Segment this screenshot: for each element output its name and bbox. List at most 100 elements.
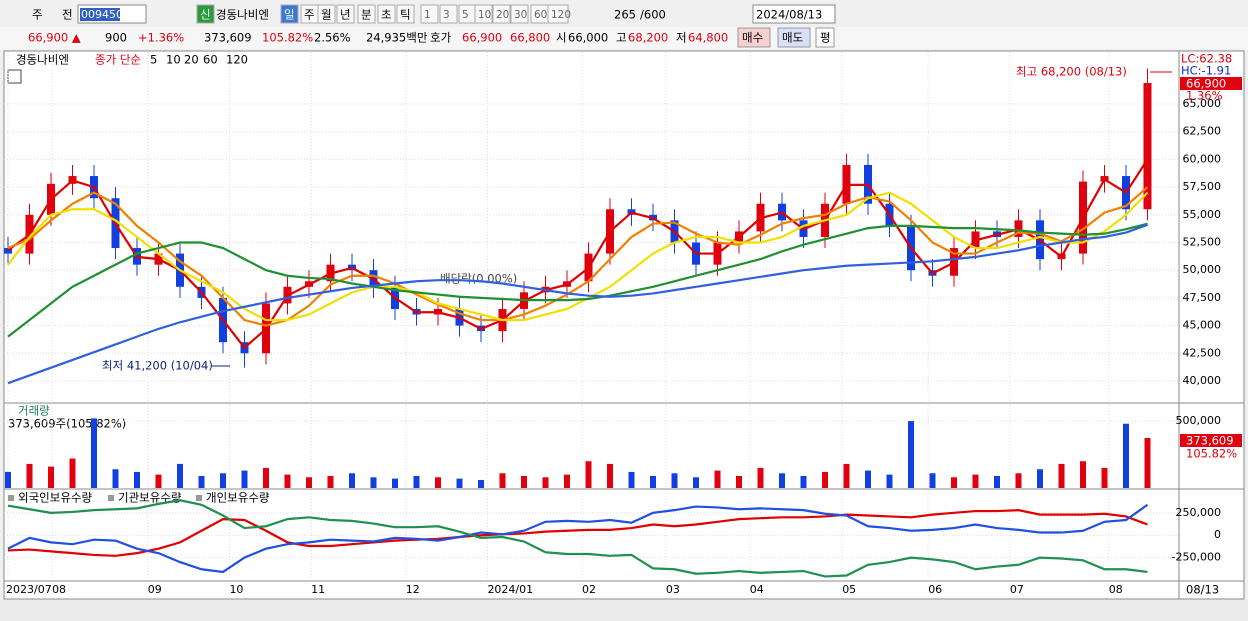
y-tick-label: 62,500	[1183, 125, 1222, 138]
toolbar-item[interactable]: 주	[304, 8, 315, 22]
volume-bar	[327, 475, 334, 488]
toolbar-button[interactable]	[547, 4, 569, 24]
volume-bar	[693, 477, 699, 488]
volume-bar	[521, 475, 527, 488]
grid-icon[interactable]	[7, 69, 22, 84]
toolbar-button[interactable]	[357, 4, 376, 24]
volume-bar	[972, 474, 979, 488]
volume-bar	[198, 475, 205, 488]
x-tick-label: 04	[750, 583, 764, 596]
toolbar-item[interactable]: 년	[340, 8, 351, 22]
volume-bar	[349, 473, 355, 488]
toolbar-item[interactable]: 30	[514, 9, 527, 21]
quote-item[interactable]: 매수	[742, 31, 763, 45]
toolbar-item: /600	[640, 8, 666, 22]
toolbar-button[interactable]	[492, 4, 511, 24]
toolbar-item[interactable]: 1	[424, 9, 431, 21]
y-tick-label: 250,000	[1176, 506, 1222, 519]
toolbar-item[interactable]: 전	[62, 8, 73, 22]
volume-bar	[822, 471, 828, 488]
volume-bar	[155, 474, 162, 488]
toolbar-button[interactable]	[439, 4, 458, 24]
volume-bar	[48, 466, 54, 488]
toolbar-item[interactable]: 120	[551, 9, 571, 21]
moving-average-line	[7, 223, 1148, 385]
x-tick-label: 10	[229, 583, 243, 596]
scrollbar[interactable]	[0, 600, 1248, 621]
quote-item: 373,609	[204, 31, 252, 45]
quote-item: 24,935백만	[366, 31, 428, 45]
x-tick-label: 11	[311, 583, 325, 596]
toolbar-button[interactable]	[420, 4, 439, 24]
toolbar-button[interactable]	[510, 4, 529, 24]
ma-type: 종가 단순	[95, 53, 141, 67]
toolbar-button[interactable]	[280, 4, 299, 24]
x-tick-label: 02	[582, 583, 596, 596]
toolbar-item: 265	[614, 8, 636, 22]
toolbar-button[interactable]	[396, 4, 415, 24]
y-tick-label: 55,000	[1183, 208, 1222, 221]
y-tick-label: 50,000	[1183, 263, 1222, 276]
toolbar-button[interactable]	[336, 4, 355, 24]
quote-item[interactable]: 매도	[782, 31, 803, 45]
last-date: 08/13	[1186, 583, 1219, 597]
last-volume: 373,609	[1186, 434, 1234, 448]
toolbar-item[interactable]: 틱	[400, 8, 411, 22]
y-tick-label: 52,500	[1183, 236, 1222, 249]
x-tick-label: 03	[666, 583, 680, 596]
volume-bar	[1015, 473, 1022, 488]
legend-entry: 기관보유수량	[118, 491, 182, 505]
toolbar-item[interactable]: 월	[321, 8, 332, 22]
legend-entry: 20	[184, 53, 199, 67]
toolbar-item: 경동나비엔	[216, 8, 269, 22]
order-button[interactable]	[815, 27, 835, 48]
toolbar-button[interactable]	[474, 4, 493, 24]
date-input[interactable]	[752, 4, 836, 24]
volume-bar	[220, 473, 226, 488]
volume-bar	[263, 467, 269, 488]
toolbar-button[interactable]	[317, 4, 336, 24]
volume-bar	[5, 471, 11, 488]
toolbar-button[interactable]	[196, 4, 215, 24]
order-button[interactable]	[737, 27, 771, 48]
toolbar-item[interactable]: 60	[534, 9, 547, 21]
low-annotation: 최저 41,200 (10/04)	[102, 359, 213, 373]
high-annotation: 최고 68,200 (08/13)	[1016, 65, 1127, 79]
toolbar-item[interactable]: 분	[361, 8, 372, 22]
toolbar-button[interactable]	[377, 4, 396, 24]
y-tick-label: 0	[1214, 528, 1221, 541]
toolbar-item[interactable]: 009450	[81, 8, 123, 21]
y-tick-label: 45,000	[1183, 319, 1222, 332]
toolbar-item[interactable]: 주	[32, 8, 43, 22]
volume-bar	[177, 463, 183, 488]
volume-bar	[1037, 469, 1043, 488]
x-tick-label: 12	[406, 583, 420, 596]
volume-bar	[929, 473, 936, 488]
quote-item: 105.82%	[262, 31, 313, 45]
toolbar-item[interactable]: 5	[462, 9, 469, 21]
volume-bar	[671, 473, 678, 488]
volume-bar	[1123, 423, 1129, 488]
volume-bar	[628, 471, 635, 488]
volume-bar	[134, 471, 140, 488]
toolbar-item[interactable]: 3	[443, 9, 450, 21]
volume-bar	[370, 477, 377, 488]
toolbar-item[interactable]: 일	[284, 8, 295, 22]
candle-body	[1143, 83, 1152, 210]
x-tick-label: 05	[842, 583, 856, 596]
legend-entry: 120	[226, 53, 248, 67]
quote-item: 66,800	[510, 31, 550, 45]
y-tick-label: 47,500	[1183, 291, 1222, 304]
quote-item: 900	[105, 31, 127, 45]
quote-item: 호가	[430, 31, 452, 45]
toolbar-item[interactable]: 초	[381, 8, 392, 22]
quote-item[interactable]: 평	[820, 31, 831, 45]
toolbar-item[interactable]: 10	[478, 9, 491, 21]
order-button[interactable]	[777, 27, 811, 48]
quote-item: 64,800	[688, 31, 728, 45]
volume-bar	[607, 463, 613, 488]
legend-swatch	[108, 495, 114, 501]
moving-average-line	[7, 222, 1148, 338]
toolbar-item[interactable]: 20	[496, 9, 509, 21]
